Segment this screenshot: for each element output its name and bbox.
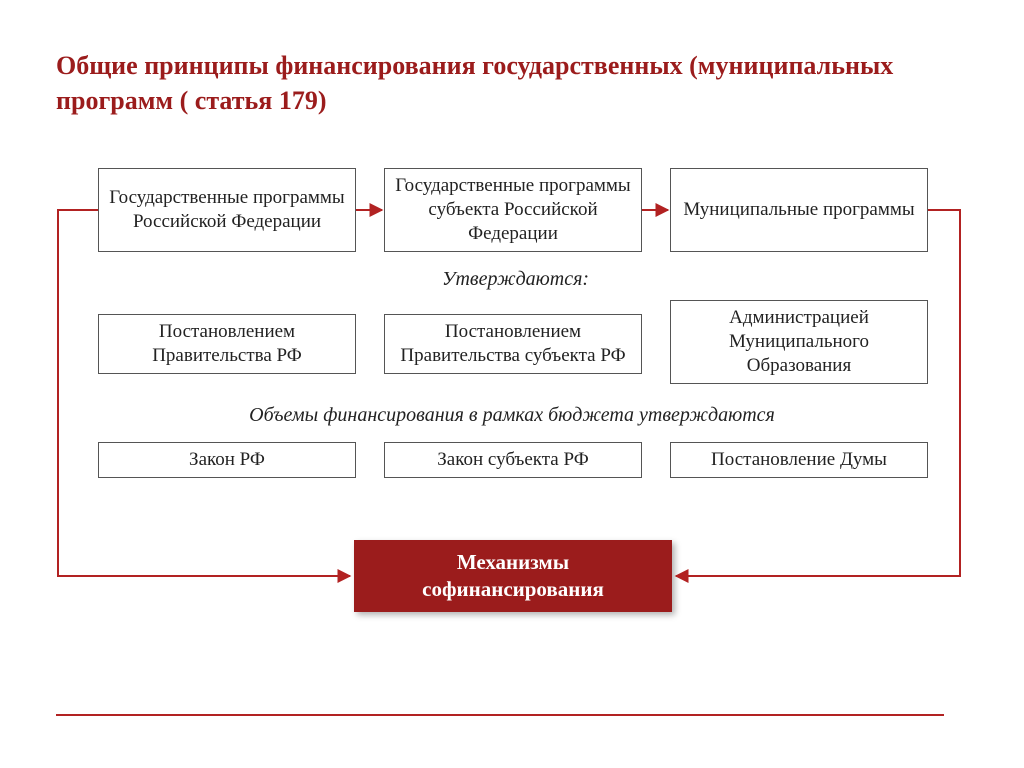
box-label: Закон субъекта РФ — [437, 448, 588, 472]
box-programs-municipal: Муниципальные программы — [670, 168, 928, 252]
page-title: Общие принципы финансирования государств… — [56, 48, 968, 118]
box-programs-subject: Государственные программы субъекта Росси… — [384, 168, 642, 252]
box-label: Государственные программы субъекта Росси… — [393, 174, 633, 245]
box-label: Администрацией Муниципального Образовани… — [679, 306, 919, 377]
box-decree-gov-rf: Постановлением Правительства РФ — [98, 314, 356, 374]
label-approved: Утверждаются: — [442, 268, 589, 291]
bottom-rule — [56, 714, 944, 716]
box-decree-gov-subject: Постановлением Правительства субъекта РФ — [384, 314, 642, 374]
box-law-rf: Закон РФ — [98, 442, 356, 478]
box-label: Муниципальные программы — [683, 198, 914, 222]
box-mechanism: Механизмы софинансирования — [354, 540, 672, 612]
box-label: Постановлением Правительства РФ — [107, 320, 347, 368]
box-admin-municipal: Администрацией Муниципального Образовани… — [670, 300, 928, 384]
box-label: Закон РФ — [189, 448, 265, 472]
label-funding: Объемы финансирования в рамках бюджета у… — [168, 404, 856, 427]
box-law-subject: Закон субъекта РФ — [384, 442, 642, 478]
box-label: Государственные программы Российской Фед… — [107, 186, 347, 234]
box-programs-rf: Государственные программы Российской Фед… — [98, 168, 356, 252]
box-label: Механизмы софинансирования — [368, 549, 658, 604]
box-duma-decree: Постановление Думы — [670, 442, 928, 478]
box-label: Постановлением Правительства субъекта РФ — [393, 320, 633, 368]
box-label: Постановление Думы — [711, 448, 887, 472]
